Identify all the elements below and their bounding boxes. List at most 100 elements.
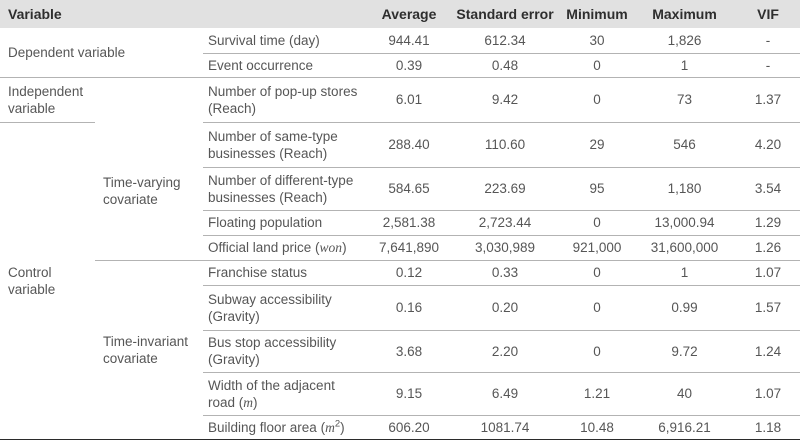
table-row: Bus stop accessibility (Gravity) 3.68 2.… bbox=[0, 330, 800, 373]
std-error-cell: 0.48 bbox=[449, 53, 562, 78]
maximum-cell: 546 bbox=[633, 122, 737, 168]
minimum-cell: 1.21 bbox=[561, 372, 634, 416]
average-cell: 606.20 bbox=[388, 419, 430, 435]
std-error-cell: 223.69 bbox=[449, 167, 562, 211]
col-header-std-error: Standard error bbox=[449, 0, 562, 28]
variable-name-cell: Event occurrence bbox=[203, 53, 370, 78]
variable-name-cell: Number of same-type businesses (Reach) bbox=[203, 122, 370, 168]
table-row: Building floor area (m2) 606.20 1081.74 … bbox=[0, 415, 800, 440]
variable-name-cell: Franchise status bbox=[203, 260, 370, 286]
col-header-minimum: Minimum bbox=[561, 0, 634, 28]
std-error-cell: 1081.74 bbox=[480, 419, 530, 435]
table-row: Independent variable Number of pop-up st… bbox=[0, 77, 800, 123]
vif-cell: 1.07 bbox=[736, 372, 800, 416]
maximum-cell: 1,180 bbox=[633, 167, 737, 211]
variable-label: Number of different-type businesses (Rea… bbox=[208, 172, 354, 205]
minimum-cell: 0 bbox=[561, 77, 634, 123]
vif-cell: 1.29 bbox=[736, 210, 800, 236]
table-row: Dependent variable Survival time (day) 9… bbox=[0, 28, 800, 78]
vif-cell: 3.54 bbox=[736, 167, 800, 211]
average-cell: 584.65 bbox=[369, 167, 450, 211]
variable-name-cell: Subway accessibility (Gravity) bbox=[203, 285, 370, 331]
minimum-cell: 95 bbox=[561, 167, 634, 211]
table-row: Control variable Time-varying covariate … bbox=[0, 122, 800, 297]
average-cell: 9.15 bbox=[369, 372, 450, 416]
variable-label: Number of pop-up stores (Reach) bbox=[208, 83, 358, 116]
table-row: Width of the adjacent road (m) 9.15 6.49… bbox=[0, 372, 800, 416]
average-cell: 2,581.38 bbox=[369, 210, 450, 236]
average-cell: 3.68 bbox=[369, 330, 450, 373]
maximum-cell: 0.99 bbox=[633, 285, 737, 331]
variable-label: Survival time (day) bbox=[208, 32, 320, 48]
average-cell: 0.16 bbox=[369, 285, 450, 331]
variable-name-cell: Number of different-type businesses (Rea… bbox=[203, 167, 370, 211]
variable-name-cell: Survival time (day) bbox=[203, 28, 370, 54]
maximum-cell: 31,600,000 bbox=[633, 235, 737, 261]
minimum-cell: 0 bbox=[561, 330, 634, 373]
col-header-maximum: Maximum bbox=[633, 0, 737, 28]
vif-cell: 1.18 bbox=[754, 419, 782, 435]
variable-unit: won bbox=[319, 240, 343, 255]
subgroup-cell-time-invariant: Time-invariant covariate bbox=[103, 333, 189, 366]
vif-cell: - bbox=[736, 53, 800, 78]
variable-name-cell: Bus stop accessibility (Gravity) bbox=[203, 330, 370, 373]
vif-cell: 1.26 bbox=[736, 235, 800, 261]
table-row: Floating population 2,581.38 2,723.44 0 … bbox=[0, 210, 800, 236]
minimum-cell: 10.48 bbox=[580, 419, 614, 435]
average-cell: 6.01 bbox=[369, 77, 450, 123]
maximum-cell: 13,000.94 bbox=[633, 210, 737, 236]
std-error-cell: 0.33 bbox=[449, 260, 562, 286]
std-error-cell: 3,030,989 bbox=[449, 235, 562, 261]
empty-cell bbox=[95, 77, 203, 122]
std-error-cell: 2,723.44 bbox=[449, 210, 562, 236]
minimum-cell: 0 bbox=[561, 285, 634, 331]
std-error-cell: 6.49 bbox=[449, 372, 562, 416]
variable-label: Bus stop accessibility (Gravity) bbox=[208, 335, 337, 367]
average-cell: 0.12 bbox=[369, 260, 450, 286]
average-cell: 288.40 bbox=[369, 122, 450, 168]
std-error-cell: 612.34 bbox=[449, 28, 562, 54]
average-cell: 944.41 bbox=[369, 28, 450, 54]
vif-cell: 1.24 bbox=[736, 330, 800, 373]
table-row: Subway accessibility (Gravity) 0.16 0.20… bbox=[0, 285, 800, 331]
minimum-cell: 921,000 bbox=[561, 235, 634, 261]
vif-cell: 1.07 bbox=[736, 260, 800, 286]
variable-label: Width of the adjacent road ( bbox=[208, 377, 335, 410]
table-row: Event occurrence 0.39 0.48 0 1 - bbox=[0, 53, 800, 78]
std-error-cell: 0.20 bbox=[449, 285, 562, 331]
table-row: Number of different-type businesses (Rea… bbox=[0, 167, 800, 211]
header-row: Variable Average Standard error Minimum … bbox=[0, 0, 800, 28]
maximum-cell: 1 bbox=[633, 53, 737, 78]
average-cell: 0.39 bbox=[369, 53, 450, 78]
col-header-vif: VIF bbox=[736, 0, 800, 28]
variable-name-cell: Floating population bbox=[203, 210, 370, 236]
group-cell-control: Control variable bbox=[8, 264, 56, 297]
variable-name-cell: Official land price (won) bbox=[203, 235, 370, 261]
minimum-cell: 29 bbox=[561, 122, 634, 168]
maximum-cell: 1 bbox=[633, 260, 737, 286]
maximum-cell: 9.72 bbox=[633, 330, 737, 373]
subgroup-cell-time-varying: Time-varying covariate bbox=[95, 122, 203, 261]
col-header-average: Average bbox=[369, 0, 450, 28]
table-row: Official land price (won) 7,641,890 3,03… bbox=[0, 235, 800, 261]
std-error-cell: 2.20 bbox=[449, 330, 562, 373]
variable-label: Official land price ( bbox=[208, 240, 320, 255]
maximum-cell: 6,916.21 bbox=[658, 419, 711, 435]
variable-name-cell: Number of pop-up stores (Reach) bbox=[203, 77, 370, 123]
maximum-cell: 73 bbox=[633, 77, 737, 123]
col-header-variable: Variable bbox=[0, 0, 370, 28]
minimum-cell: 30 bbox=[561, 28, 634, 54]
vif-cell: 1.37 bbox=[736, 77, 800, 123]
variable-label: Number of same-type businesses (Reach) bbox=[208, 128, 338, 161]
variable-label-close: ) bbox=[342, 240, 347, 255]
variable-unit: m bbox=[243, 394, 254, 410]
variable-name-cell: Building floor area (m2) bbox=[203, 415, 369, 440]
maximum-cell: 1,826 bbox=[633, 28, 737, 54]
minimum-cell: 0 bbox=[561, 210, 634, 236]
group-cell-dependent: Dependent variable bbox=[0, 28, 203, 78]
table-row: Time-invariant covariate Franchise statu… bbox=[0, 260, 800, 366]
variable-label: Franchise status bbox=[208, 265, 308, 280]
variable-label: Building floor area ( bbox=[208, 419, 326, 435]
variable-label-close: ) bbox=[340, 419, 345, 435]
